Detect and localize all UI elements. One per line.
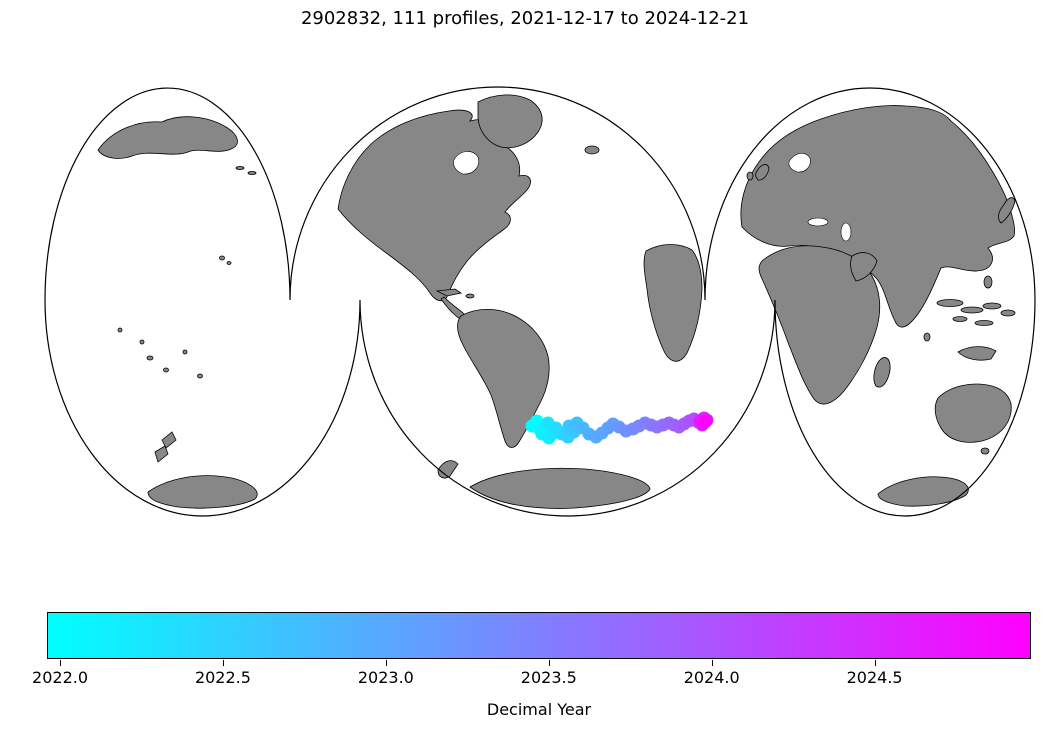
baltic-sea	[788, 153, 811, 173]
colorbar-axis-label: Decimal Year	[486, 700, 592, 719]
figure-title: 2902832, 111 profiles, 2021-12-17 to 202…	[300, 8, 750, 29]
land-aleutian-island	[247, 171, 257, 175]
colorbar-tick	[548, 660, 550, 666]
hudson-bay	[453, 151, 479, 175]
land-madagascar	[873, 357, 891, 388]
land-sri-lanka	[923, 332, 931, 342]
land-lesser-sunda	[974, 320, 994, 326]
colorbar-tick	[874, 660, 876, 666]
land-west-africa	[643, 244, 703, 362]
trajectory-point	[699, 414, 713, 428]
colorbar-tick-label: 2023.0	[357, 668, 414, 687]
map-outline	[44, 86, 1036, 517]
colorbar-tick-label: 2024.0	[683, 668, 740, 687]
land-japan	[998, 197, 1016, 224]
land-new-zealand	[154, 445, 169, 463]
land-pacific-island	[197, 373, 203, 379]
colorbar-tick-label: 2023.5	[520, 668, 577, 687]
land-south-america	[457, 308, 550, 448]
land-tasmania	[980, 447, 990, 455]
land-moluccas	[1000, 309, 1016, 317]
land-pacific-island	[163, 367, 169, 373]
land-britain	[755, 164, 770, 181]
land-hispaniola	[465, 293, 475, 299]
colorbar-tick-label: 2024.5	[846, 668, 903, 687]
land-cuba	[435, 288, 463, 297]
land-ireland	[746, 171, 754, 181]
land-pacific-island	[146, 355, 154, 361]
land-java	[952, 316, 968, 322]
land-antarctic-peninsula	[437, 460, 459, 479]
colorbar-tick	[385, 660, 387, 666]
colorbar-tick-label: 2022.0	[32, 668, 89, 687]
land-antarctica-right	[877, 476, 969, 507]
colorbar-tick	[222, 660, 224, 666]
land-pacific-island	[182, 349, 188, 355]
land-masses	[97, 94, 1016, 509]
land-north-america	[337, 109, 531, 302]
land-borneo	[960, 306, 984, 314]
land-antarctica-left	[147, 475, 258, 509]
land-antarctica-middle	[469, 467, 651, 509]
colorbar	[47, 612, 1031, 659]
land-northeast-asia-alaska	[97, 116, 238, 159]
land-arabia	[850, 252, 878, 282]
land-australia	[934, 383, 1012, 443]
caspian-sea	[840, 222, 852, 242]
land-hawaii	[219, 255, 225, 261]
land-pacific-island	[139, 339, 145, 345]
colorbar-tick-label: 2022.5	[194, 668, 251, 687]
land-pacific-island	[117, 327, 123, 333]
land-greenland	[477, 94, 543, 149]
land-iceland	[584, 145, 600, 155]
land-sulawesi	[982, 302, 1002, 310]
colorbar-tick	[711, 660, 713, 666]
land-new-guinea	[957, 346, 997, 361]
land-aleutian-island	[235, 166, 245, 170]
land-hawaii	[226, 261, 232, 265]
land-philippines	[983, 275, 993, 289]
colorbar-tick	[60, 660, 62, 666]
land-sumatra	[936, 299, 964, 307]
trajectory-points	[525, 411, 714, 445]
black-sea	[807, 217, 829, 227]
land-africa	[758, 245, 881, 405]
land-new-zealand	[161, 431, 177, 449]
